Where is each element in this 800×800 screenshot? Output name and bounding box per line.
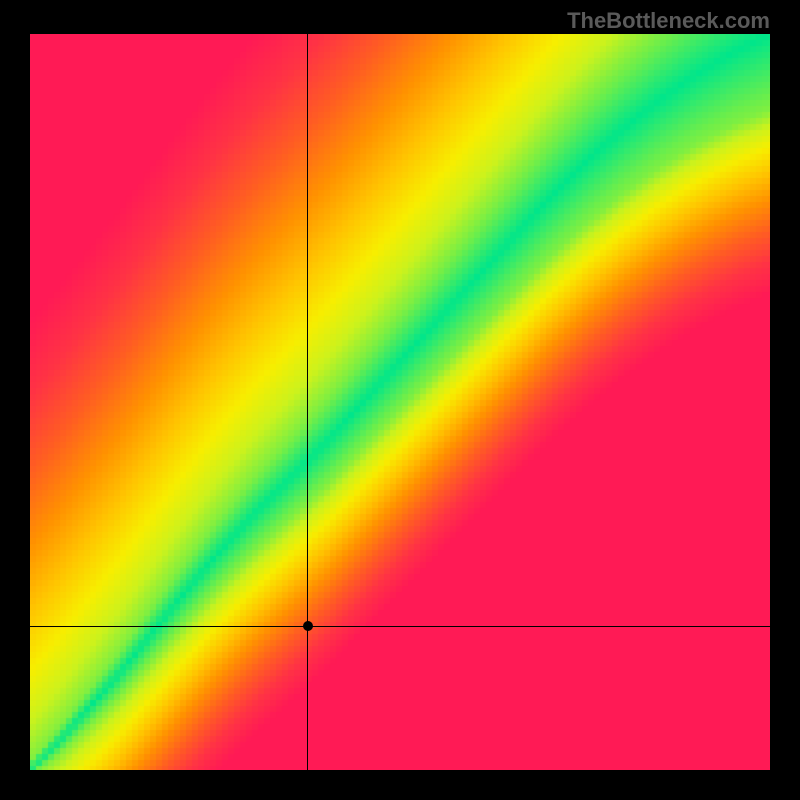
crosshair-horizontal: [30, 626, 770, 627]
watermark-text: TheBottleneck.com: [567, 8, 770, 34]
crosshair-vertical: [307, 34, 308, 770]
crosshair-point: [303, 621, 313, 631]
heatmap-canvas: [30, 34, 770, 770]
bottleneck-heatmap: [30, 34, 770, 770]
